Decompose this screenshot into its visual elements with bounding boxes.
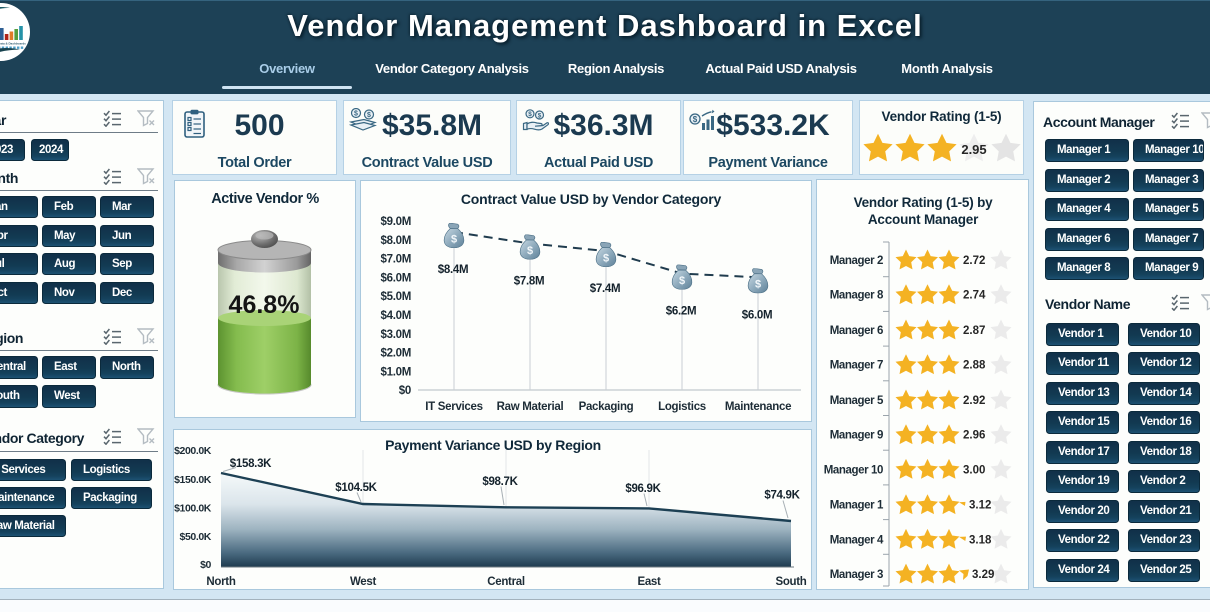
svg-text:Manager 3: Manager 3 <box>830 569 883 581</box>
svg-text:2.92: 2.92 <box>963 395 985 407</box>
svg-text:Manager 2: Manager 2 <box>830 255 883 267</box>
svg-text:$9.0M: $9.0M <box>381 216 411 228</box>
svg-text:$7.8M: $7.8M <box>514 276 544 288</box>
svg-text:$1.0M: $1.0M <box>381 366 411 378</box>
svg-text:46.8%: 46.8% <box>229 291 300 319</box>
svg-text:IT Services: IT Services <box>425 401 482 413</box>
svg-text:$200.0K: $200.0K <box>174 445 212 457</box>
svg-text:$: $ <box>354 111 358 118</box>
svg-text:2.95: 2.95 <box>961 142 986 157</box>
svg-text:Vendor Rating (1-5) by: Vendor Rating (1-5) by <box>854 195 994 210</box>
svg-text:$: $ <box>693 115 698 124</box>
svg-text:Manager 6: Manager 6 <box>830 325 883 337</box>
svg-text:$5.0M: $5.0M <box>381 291 411 303</box>
svg-text:Contract Value USD by Vendor C: Contract Value USD by Vendor Category <box>461 191 722 207</box>
svg-text:$6.2M: $6.2M <box>666 306 696 318</box>
svg-text:$4.0M: $4.0M <box>381 310 411 322</box>
svg-text:$7.4M: $7.4M <box>590 283 620 295</box>
svg-text:2.72: 2.72 <box>963 255 985 267</box>
svg-text:Manager 8: Manager 8 <box>830 290 884 302</box>
svg-text:$0: $0 <box>200 559 211 571</box>
svg-text:Manager 7: Manager 7 <box>830 360 883 372</box>
svg-text:$7.0M: $7.0M <box>381 254 411 266</box>
svg-text:$96.9K: $96.9K <box>625 483 661 495</box>
svg-text:3.00: 3.00 <box>963 464 985 476</box>
svg-text:$150.0K: $150.0K <box>174 474 212 486</box>
svg-text:Payment Variance USD by Region: Payment Variance USD by Region <box>385 437 601 453</box>
svg-text:Manager 4: Manager 4 <box>830 534 884 546</box>
svg-text:$8.4M: $8.4M <box>438 264 468 276</box>
svg-text:$158.3K: $158.3K <box>230 458 272 470</box>
svg-text:South: South <box>775 576 806 588</box>
svg-text:$0: $0 <box>399 385 411 397</box>
svg-text:2.87: 2.87 <box>963 325 985 337</box>
svg-text:$74.9K: $74.9K <box>764 490 800 502</box>
svg-text:$100.0K: $100.0K <box>174 503 212 515</box>
svg-text:Central: Central <box>487 576 525 588</box>
svg-text:$: $ <box>367 112 371 119</box>
svg-text:$6.0M: $6.0M <box>381 272 411 284</box>
svg-text:East: East <box>637 576 661 588</box>
svg-text:Manager 9: Manager 9 <box>830 430 883 442</box>
svg-text:Manager 5: Manager 5 <box>830 395 884 407</box>
svg-text:Logistics: Logistics <box>658 401 706 413</box>
svg-text:West: West <box>350 576 377 588</box>
svg-text:$98.7K: $98.7K <box>482 476 518 488</box>
svg-text:2.96: 2.96 <box>963 430 985 442</box>
svg-text:$8.0M: $8.0M <box>381 235 411 247</box>
svg-text:Maintenance: Maintenance <box>725 401 791 413</box>
svg-text:$6.0M: $6.0M <box>742 309 772 321</box>
svg-text:$: $ <box>528 111 532 118</box>
svg-text:$50.0K: $50.0K <box>180 531 212 543</box>
svg-text:3.29: 3.29 <box>972 569 994 581</box>
svg-text:Manager 1: Manager 1 <box>830 500 884 512</box>
svg-text:2.74: 2.74 <box>963 290 986 302</box>
svg-text:$: $ <box>538 112 542 119</box>
svg-text:$3.0M: $3.0M <box>381 329 411 341</box>
svg-text:$104.5K: $104.5K <box>335 482 377 494</box>
svg-text:Manager 10: Manager 10 <box>824 464 883 476</box>
svg-text:Account Manager: Account Manager <box>868 212 979 227</box>
svg-text:$2.0M: $2.0M <box>381 348 411 360</box>
svg-text:Data & Dashboards: Data & Dashboards <box>0 42 26 46</box>
svg-text:2.88: 2.88 <box>963 360 986 372</box>
svg-text:Raw Material: Raw Material <box>497 401 564 413</box>
svg-text:3.18: 3.18 <box>969 534 992 546</box>
svg-text:North: North <box>206 576 235 588</box>
svg-text:3.12: 3.12 <box>969 500 991 512</box>
svg-text:Packaging: Packaging <box>579 401 634 413</box>
